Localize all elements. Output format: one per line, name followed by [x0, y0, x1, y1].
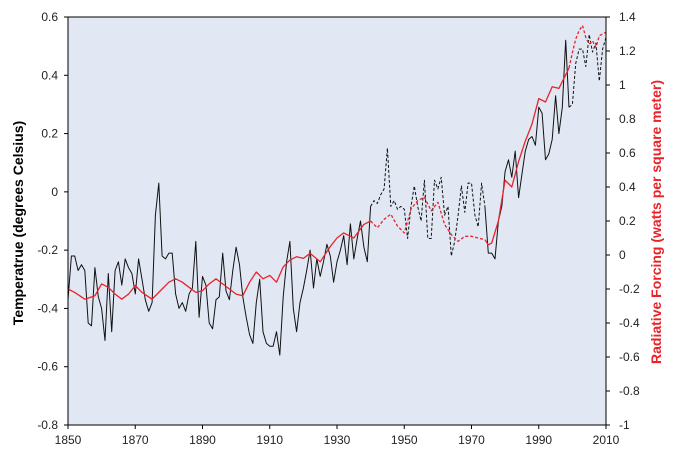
y2-tick-label: -1	[619, 418, 630, 432]
x-tick-label: 1990	[525, 433, 552, 447]
y2-tick-label: 1	[619, 78, 626, 92]
forcing-line-5	[370, 196, 486, 243]
x-tick-label: 1930	[324, 433, 351, 447]
y2-tick-label: 1.4	[619, 10, 636, 24]
forcing-line-7	[568, 24, 607, 69]
labels-layer: -0.8 -0.6 -0.4 -0.2 0 0.2 0.4 0.6 -1 -0.8 -0.6 -0.4…	[37, 10, 640, 447]
y2-tick-label: 0.8	[619, 112, 636, 126]
x-tick-label: 1970	[458, 433, 485, 447]
forcing-line-4	[67, 220, 371, 300]
forcing-line-6	[484, 67, 570, 246]
y2-tick-label: -0.6	[619, 350, 640, 364]
y2-tick-label: -0.8	[619, 384, 640, 398]
y2-axis-title: Radiative Forcing (watts per square mete…	[648, 80, 664, 364]
y-tick-label: 0.4	[41, 68, 58, 82]
y2-tick-label: -0.4	[619, 316, 640, 330]
y-tick-label: -0.8	[37, 418, 58, 432]
series-layer	[67, 24, 607, 356]
y2-tick-label: 0	[619, 248, 626, 262]
y2-tick-label: 0.6	[619, 146, 636, 160]
x-tick-label: 1950	[391, 433, 418, 447]
x-tick-label: 1870	[122, 433, 149, 447]
y2-tick-label: -0.2	[619, 282, 640, 296]
y-tick-label: -0.6	[37, 360, 58, 374]
y-tick-label: 0.6	[41, 10, 58, 24]
y-tick-label: 0.2	[41, 127, 58, 141]
y-tick-label: -0.2	[37, 243, 58, 257]
y2-tick-label: 0.2	[619, 214, 636, 228]
y2-tick-label: 0.4	[619, 180, 636, 194]
temperature-line-1	[370, 147, 486, 257]
temperature-line-0	[67, 182, 372, 356]
y-tick-label: -0.4	[37, 301, 58, 315]
x-tick-label: 1890	[189, 433, 216, 447]
temperature-line-3	[568, 34, 607, 108]
y-axis-title: Temperatrue (degrees Celsius)	[10, 121, 26, 325]
y-tick-label: 0	[51, 185, 58, 199]
plot-area	[68, 17, 606, 425]
x-tick-label: 1850	[55, 433, 82, 447]
x-tick-label: 1910	[256, 433, 283, 447]
y2-tick-label: 1.2	[619, 44, 636, 58]
axes-layer	[64, 16, 610, 429]
x-tick-label: 2010	[593, 433, 620, 447]
